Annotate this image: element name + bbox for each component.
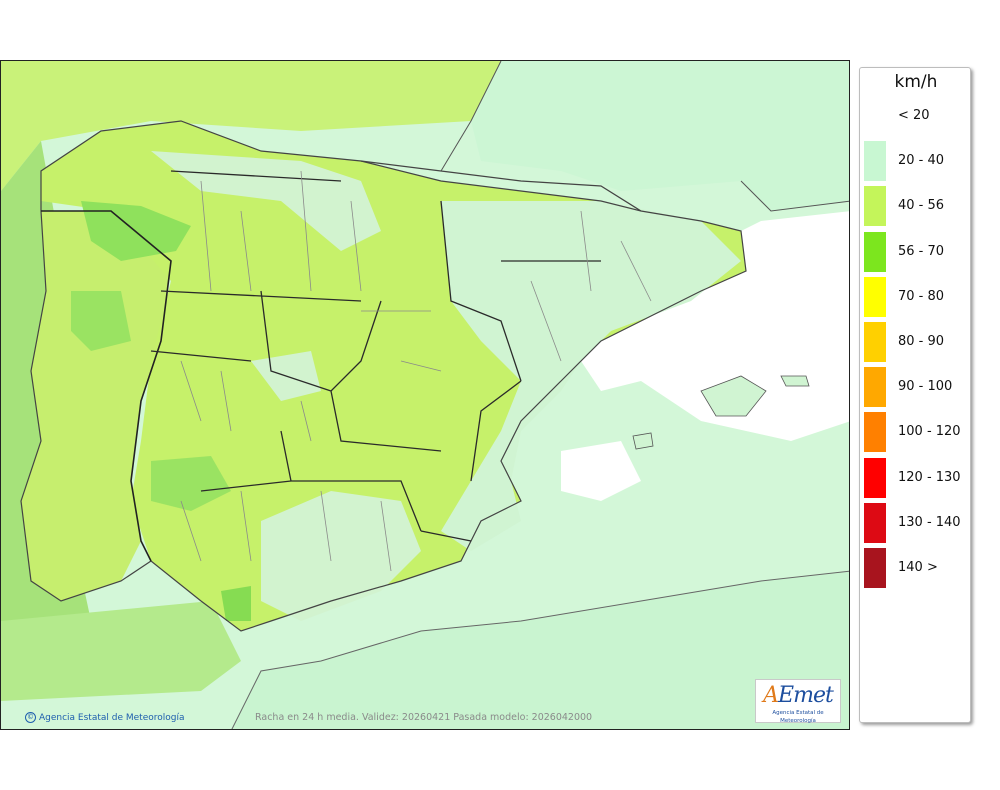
legend-row: 130 - 140 bbox=[864, 502, 970, 543]
legend-row: 100 - 120 bbox=[864, 412, 970, 453]
gulf-cadiz bbox=[1, 601, 241, 701]
calm-zone-east bbox=[581, 211, 849, 441]
france-med-coast bbox=[740, 180, 849, 212]
france-area bbox=[471, 61, 849, 211]
france-border bbox=[360, 160, 642, 212]
validity-caption: Racha en 24 h media. Validez: 20260421 P… bbox=[255, 712, 593, 723]
strong-cadiz bbox=[221, 586, 251, 621]
legend-label: 40 - 56 bbox=[898, 198, 945, 214]
legend-row: 56 - 70 bbox=[864, 231, 970, 272]
legend-row: 80 - 90 bbox=[864, 322, 970, 362]
legend-swatch bbox=[864, 457, 886, 498]
atlantic-band bbox=[1, 61, 501, 191]
region-borders bbox=[150, 170, 601, 542]
logo-subtitle: Agencia Estatal de Meteorología bbox=[772, 710, 824, 724]
legend-swatch bbox=[864, 412, 886, 453]
copyright-icon: © bbox=[25, 712, 36, 723]
legend-label: < 20 bbox=[898, 108, 930, 123]
strong-portugal-north bbox=[71, 291, 131, 351]
legend-swatch bbox=[864, 141, 886, 182]
legend-title: km/h bbox=[894, 72, 938, 92]
aemet-logo: AEmet Agencia Estatal de Meteorología bbox=[755, 679, 841, 724]
light-region-east bbox=[441, 201, 741, 551]
light-region-south bbox=[261, 491, 421, 621]
legend-swatch bbox=[864, 231, 886, 272]
menorca bbox=[780, 375, 810, 387]
mallorca bbox=[700, 375, 767, 417]
province-borders bbox=[180, 170, 652, 572]
legend-label: 130 - 140 bbox=[898, 514, 961, 530]
legend-label: 90 - 100 bbox=[898, 379, 953, 395]
legend-swatch bbox=[864, 322, 886, 362]
legend-label: 80 - 90 bbox=[898, 334, 945, 349]
legend-row: 120 - 130 bbox=[864, 457, 970, 498]
north-africa bbox=[232, 571, 849, 729]
legend-label: 56 - 70 bbox=[898, 243, 945, 259]
legend-row: 70 - 80 bbox=[864, 276, 970, 317]
legend-label: 100 - 120 bbox=[898, 424, 961, 440]
legend-row: 140 > bbox=[864, 548, 970, 588]
strong-extremadura bbox=[151, 456, 231, 511]
france-coast bbox=[440, 61, 502, 172]
portugal-border bbox=[41, 210, 172, 562]
legend-swatch bbox=[864, 186, 886, 227]
legend-panel: km/h < 20 20 - 40 40 - 56 56 - 70 70 - 80 80 … bbox=[859, 67, 971, 723]
legend-label: 120 - 130 bbox=[898, 469, 961, 485]
credit-text: Agencia Estatal de Meteorología bbox=[39, 712, 185, 723]
iberia-coastline bbox=[20, 120, 747, 632]
light-region-north bbox=[151, 151, 381, 251]
copyright-credit: © Agencia Estatal de Meteorología bbox=[25, 712, 185, 723]
legend-swatch bbox=[864, 548, 886, 588]
logo-mark: AEmet bbox=[763, 683, 834, 708]
legend-row: 20 - 40 bbox=[864, 141, 970, 182]
legend-label: 140 > bbox=[898, 560, 938, 575]
ibiza bbox=[632, 432, 654, 450]
wind-gust-map bbox=[1, 61, 849, 729]
legend-row: < 20 bbox=[864, 96, 970, 136]
africa-coast bbox=[231, 570, 849, 729]
legend-label: 70 - 80 bbox=[898, 288, 945, 304]
legend-swatch bbox=[864, 96, 886, 136]
legend-swatch bbox=[864, 367, 886, 408]
legend-label: 20 - 40 bbox=[898, 153, 945, 169]
legend-swatch bbox=[864, 276, 886, 317]
map-frame: © Agencia Estatal de Meteorología Racha … bbox=[0, 60, 850, 730]
legend-row: 90 - 100 bbox=[864, 367, 970, 408]
legend-swatch bbox=[864, 502, 886, 543]
legend-row: 40 - 56 bbox=[864, 186, 970, 227]
calm-zone-south bbox=[561, 441, 641, 501]
